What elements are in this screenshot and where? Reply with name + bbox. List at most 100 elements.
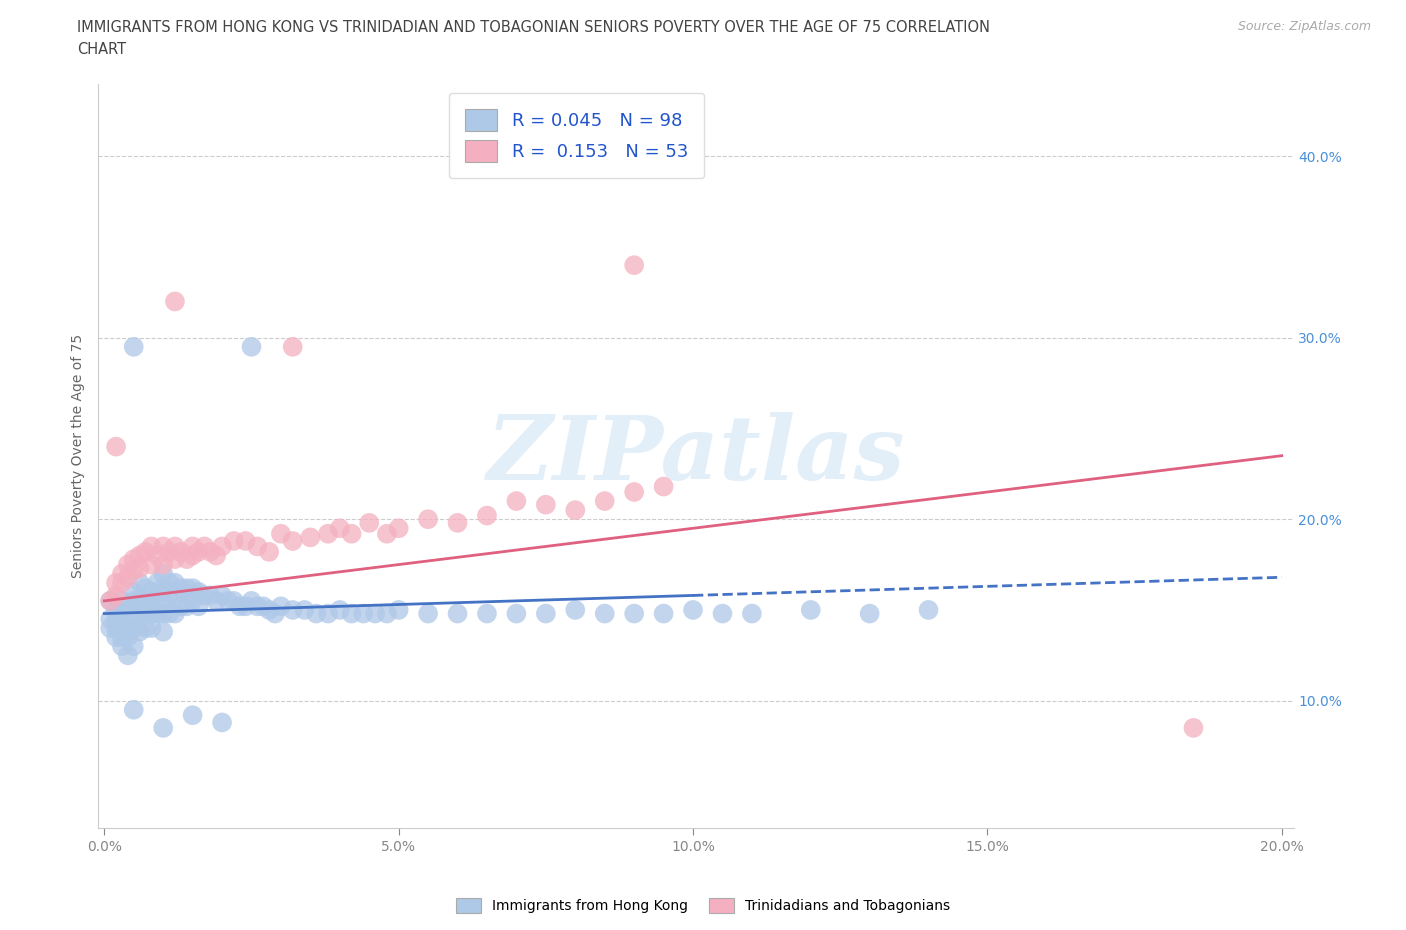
- Point: [181, 539, 204, 554]
- Point: [105, 576, 128, 591]
- Point: [134, 620, 156, 635]
- Point: [917, 603, 939, 618]
- Point: [682, 603, 704, 618]
- Point: [117, 630, 139, 644]
- Point: [157, 576, 180, 591]
- Point: [141, 606, 163, 621]
- Point: [141, 584, 163, 599]
- Point: [176, 599, 198, 614]
- Point: [211, 539, 233, 554]
- Point: [122, 584, 145, 599]
- Point: [741, 606, 763, 621]
- Point: [163, 606, 186, 621]
- Point: [105, 439, 128, 454]
- Point: [152, 721, 174, 736]
- Point: [375, 526, 398, 541]
- Point: [222, 593, 245, 608]
- Point: [240, 339, 263, 354]
- Point: [505, 494, 527, 509]
- Point: [105, 588, 128, 603]
- Point: [128, 548, 150, 563]
- Point: [111, 603, 134, 618]
- Point: [122, 551, 145, 566]
- Point: [117, 603, 139, 618]
- Point: [134, 544, 156, 559]
- Point: [141, 557, 163, 572]
- Point: [623, 606, 645, 621]
- Point: [157, 544, 180, 559]
- Point: [475, 606, 498, 621]
- Point: [170, 599, 193, 614]
- Point: [257, 603, 280, 618]
- Point: [281, 534, 304, 549]
- Point: [163, 539, 186, 554]
- Point: [134, 593, 156, 608]
- Text: IMMIGRANTS FROM HONG KONG VS TRINIDADIAN AND TOBAGONIAN SENIORS POVERTY OVER THE: IMMIGRANTS FROM HONG KONG VS TRINIDADIAN…: [77, 20, 990, 35]
- Point: [281, 603, 304, 618]
- Point: [98, 612, 121, 627]
- Point: [141, 539, 163, 554]
- Point: [246, 539, 269, 554]
- Point: [534, 498, 557, 512]
- Point: [122, 620, 145, 635]
- Point: [105, 620, 128, 635]
- Point: [205, 593, 228, 608]
- Point: [364, 606, 387, 621]
- Point: [217, 593, 239, 608]
- Point: [200, 588, 222, 603]
- Point: [281, 339, 304, 354]
- Point: [270, 526, 292, 541]
- Text: ZIPatlas: ZIPatlas: [488, 412, 904, 499]
- Point: [128, 624, 150, 639]
- Point: [623, 485, 645, 499]
- Point: [228, 599, 250, 614]
- Point: [146, 588, 169, 603]
- Point: [270, 599, 292, 614]
- Point: [623, 258, 645, 272]
- Point: [446, 515, 468, 530]
- Point: [170, 580, 193, 595]
- Point: [128, 606, 150, 621]
- Point: [388, 521, 411, 536]
- Point: [181, 593, 204, 608]
- Point: [163, 576, 186, 591]
- Point: [111, 593, 134, 608]
- Point: [1182, 721, 1205, 736]
- Point: [157, 588, 180, 603]
- Point: [111, 630, 134, 644]
- Point: [187, 584, 209, 599]
- Point: [264, 606, 287, 621]
- Point: [181, 580, 204, 595]
- Legend: R = 0.045   N = 98, R =  0.153   N = 53: R = 0.045 N = 98, R = 0.153 N = 53: [449, 93, 704, 179]
- Point: [122, 639, 145, 654]
- Point: [122, 702, 145, 717]
- Point: [152, 593, 174, 608]
- Point: [128, 561, 150, 576]
- Point: [122, 563, 145, 578]
- Point: [111, 576, 134, 591]
- Point: [146, 606, 169, 621]
- Legend: Immigrants from Hong Kong, Trinidadians and Tobagonians: Immigrants from Hong Kong, Trinidadians …: [450, 892, 956, 919]
- Point: [105, 630, 128, 644]
- Point: [122, 612, 145, 627]
- Point: [252, 599, 274, 614]
- Point: [257, 544, 280, 559]
- Point: [534, 606, 557, 621]
- Point: [152, 557, 174, 572]
- Point: [329, 603, 352, 618]
- Point: [128, 576, 150, 591]
- Point: [316, 606, 339, 621]
- Point: [128, 593, 150, 608]
- Point: [146, 576, 169, 591]
- Point: [446, 606, 468, 621]
- Point: [200, 544, 222, 559]
- Point: [141, 620, 163, 635]
- Point: [157, 606, 180, 621]
- Point: [505, 606, 527, 621]
- Point: [122, 593, 145, 608]
- Point: [211, 588, 233, 603]
- Point: [105, 603, 128, 618]
- Point: [299, 530, 322, 545]
- Point: [564, 603, 586, 618]
- Point: [416, 512, 439, 526]
